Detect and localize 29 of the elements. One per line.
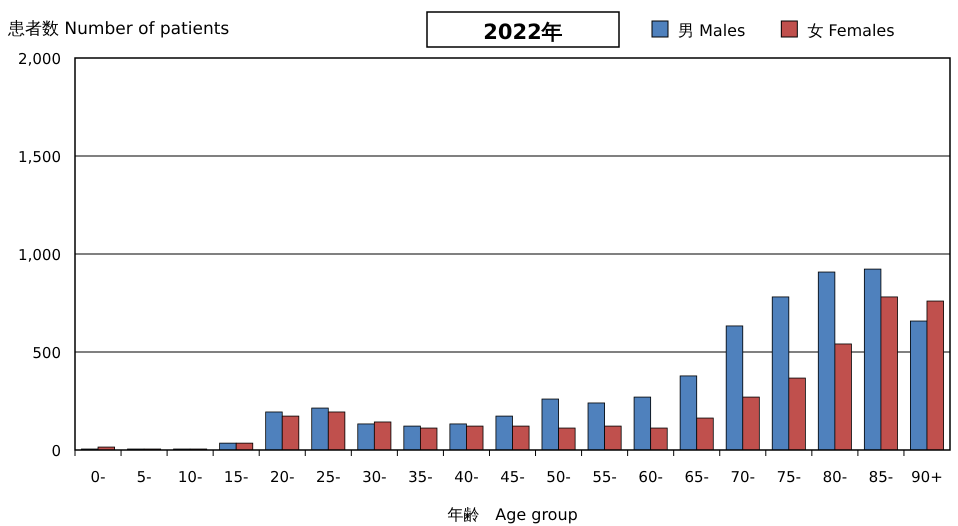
x-tick-label: 65- [684, 468, 709, 486]
y-tick-label: 2,000 [18, 50, 61, 68]
legend-label: 男 Males [678, 21, 746, 40]
x-tick-label: 5- [136, 468, 152, 486]
x-tick-label: 15- [224, 468, 248, 486]
x-tick-label: 75- [776, 468, 802, 486]
y-axis-title: 患者数 Number of patients [7, 19, 230, 39]
x-tick-label: 10- [178, 468, 202, 486]
x-tick-label: 20- [270, 468, 294, 486]
x-tick-label: 45- [500, 468, 525, 486]
x-axis-title: 年齢 Age group [447, 505, 578, 524]
x-tick-label: 0- [90, 468, 106, 486]
legend-label: 女 Females [807, 21, 895, 40]
x-tick-label: 35- [408, 468, 433, 486]
x-tick-label: 60- [638, 468, 663, 486]
chart-title: 2022年 [483, 20, 563, 44]
x-tick-label: 30- [362, 468, 387, 486]
y-tick-label: 0 [51, 442, 61, 460]
x-tick-label: 40- [454, 468, 479, 486]
y-tick-label: 1,000 [18, 246, 61, 264]
x-tick-label: 85- [868, 468, 894, 486]
x-tick-label: 25- [316, 468, 341, 486]
x-tick-label: 90+ [911, 468, 943, 486]
y-tick-label: 1,500 [18, 148, 61, 166]
x-tick-label: 80- [822, 468, 848, 486]
x-tick-label: 70- [730, 468, 756, 486]
x-tick-label: 50- [546, 468, 571, 486]
y-tick-label: 500 [32, 344, 61, 362]
x-tick-label: 55- [592, 468, 617, 486]
